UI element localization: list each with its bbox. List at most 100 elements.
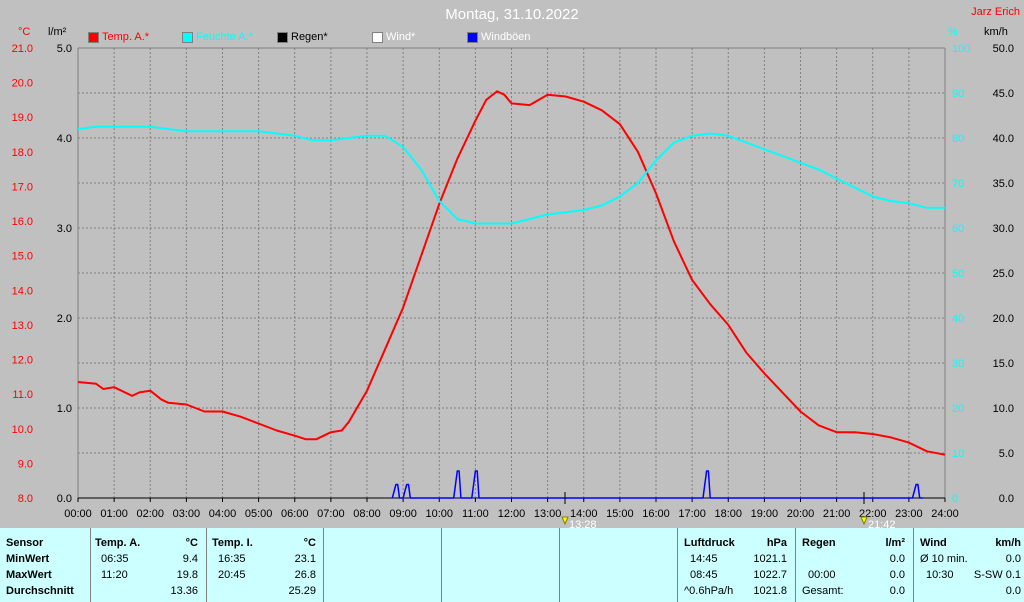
wind-tick-label: 40.0 bbox=[993, 133, 1014, 145]
stats-col-empty-1 bbox=[324, 528, 442, 602]
stats-col-temp-a: Temp. A. °C 06:35 9.4 11:20 19.8 13.36 bbox=[91, 528, 207, 602]
temp-a-avg-value: 13.36 bbox=[170, 585, 198, 597]
temp-i-max-time: 20:45 bbox=[218, 569, 246, 581]
humidity-tick-label: 0 bbox=[952, 493, 958, 505]
pressure-max-value: 1022.7 bbox=[753, 569, 787, 581]
sunrise-label: 13:28 bbox=[569, 519, 597, 528]
temp-tick-label: 16.0 bbox=[12, 216, 33, 228]
legend-swatch bbox=[277, 31, 288, 43]
temp-tick-label: 15.0 bbox=[12, 251, 33, 263]
temp-i-max-value: 26.8 bbox=[294, 569, 316, 581]
rain-header: Regen bbox=[802, 537, 836, 549]
temp-tick-label: 10.0 bbox=[12, 424, 33, 436]
legend-item-humidity: Feuchte A.* bbox=[182, 31, 253, 43]
pressure-header: Luftdruck bbox=[684, 537, 735, 549]
stats-col-wind: Wind km/h Ø 10 min. 0.0 10:30 S-SW 0.1 0… bbox=[914, 528, 1024, 602]
temp-i-min-time: 16:35 bbox=[218, 553, 246, 565]
legend-item-rain: Regen* bbox=[277, 31, 328, 43]
temp-tick-label: 12.0 bbox=[12, 355, 33, 367]
humidity-tick-label: 50 bbox=[952, 268, 964, 280]
temperature-line bbox=[77, 90, 946, 456]
legend-item-gusts: Windböen bbox=[467, 31, 531, 43]
temp-tick-label: 11.0 bbox=[12, 389, 33, 401]
temp-tick-label: 20.0 bbox=[12, 78, 33, 90]
chart-title: Montag, 31.10.2022 bbox=[445, 6, 579, 23]
rain-unit-label: l/m² bbox=[48, 26, 67, 38]
wind-tick-label: 5.0 bbox=[999, 448, 1014, 460]
wind-unit-label: km/h bbox=[984, 26, 1008, 38]
sunset-icon bbox=[860, 516, 868, 526]
minwert-label: MinWert bbox=[6, 553, 50, 565]
statistics-panel: Sensor MinWert MaxWert Durchschnitt Temp… bbox=[0, 528, 1024, 602]
temp-a-max-time: 11:20 bbox=[101, 569, 128, 581]
stats-col-sensor: Sensor MinWert MaxWert Durchschnitt bbox=[0, 528, 91, 602]
sensor-header: Sensor bbox=[6, 537, 44, 549]
author-label: Jarz Erich bbox=[971, 6, 1020, 18]
legend-swatch bbox=[88, 31, 99, 43]
x-tick-label: 02:00 bbox=[136, 508, 164, 520]
rain-tick-label: 1.0 bbox=[57, 403, 72, 415]
x-tick-label: 19:00 bbox=[751, 508, 779, 520]
pressure-min-value: 1021.1 bbox=[753, 553, 787, 565]
wind-tick-label: 35.0 bbox=[993, 178, 1014, 190]
wind-tick-label: 25.0 bbox=[993, 268, 1014, 280]
rain-max-value: 0.0 bbox=[889, 569, 905, 581]
humidity-tick-label: 80 bbox=[952, 133, 964, 145]
sunset-label: 21:42 bbox=[868, 519, 896, 528]
x-tick-label: 10:00 bbox=[425, 508, 453, 520]
humidity-tick-label: 20 bbox=[952, 403, 964, 415]
temp-i-header: Temp. I. bbox=[212, 537, 253, 549]
wind-max-value: S-SW 0.1 bbox=[973, 569, 1021, 581]
wind-avg10-value: 0.0 bbox=[1005, 553, 1021, 565]
humidity-tick-label: 100 bbox=[952, 43, 970, 55]
x-tick-label: 12:00 bbox=[498, 508, 526, 520]
legend-label: Windböen bbox=[481, 31, 531, 43]
stats-col-pressure: Luftdruck hPa 14:45 1021.1 08:45 1022.7 … bbox=[678, 528, 796, 602]
x-tick-label: 16:00 bbox=[642, 508, 670, 520]
stats-col-rain: Regen l/m² 0.0 00:00 0.0 Gesamt: 0.0 bbox=[796, 528, 914, 602]
rain-unit: l/m² bbox=[885, 537, 905, 549]
pressure-trend: ^0.6hPa/h bbox=[684, 585, 734, 597]
x-tick-label: 09:00 bbox=[389, 508, 417, 520]
legend-swatch bbox=[182, 31, 193, 43]
legend-swatch bbox=[467, 31, 478, 43]
temp-tick-label: 14.0 bbox=[12, 285, 33, 297]
x-tick-label: 14:00 bbox=[570, 508, 598, 520]
rain-tick-label: 0.0 bbox=[57, 493, 72, 505]
rain-tick-label: 2.0 bbox=[57, 313, 72, 325]
wind-unit: km/h bbox=[995, 537, 1021, 549]
wind-avg-value: 0.0 bbox=[1005, 585, 1021, 597]
legend-label: Wind* bbox=[386, 31, 416, 43]
x-tick-label: 05:00 bbox=[245, 508, 273, 520]
humidity-tick-label: 30 bbox=[952, 358, 964, 370]
rain-total-label: Gesamt: bbox=[802, 585, 844, 597]
x-tick-label: 04:00 bbox=[209, 508, 237, 520]
wind-header: Wind bbox=[920, 537, 947, 549]
wind-gust-line bbox=[391, 470, 924, 499]
chart-svg: 00:00 01:00 02:00 03:00 04:00 05:00 06:00 07:00… bbox=[12, 43, 1014, 528]
temp-tick-label: 8.0 bbox=[18, 493, 33, 505]
wind-tick-label: 0.0 bbox=[999, 493, 1014, 505]
humidity-unit-label: % bbox=[948, 26, 958, 38]
rain-tick-label: 4.0 bbox=[57, 133, 72, 145]
wind-tick-label: 15.0 bbox=[993, 358, 1014, 370]
pressure-avg-value: 1021.8 bbox=[753, 585, 787, 597]
wind-tick-label: 45.0 bbox=[993, 88, 1014, 100]
rain-tick-label: 3.0 bbox=[57, 223, 72, 235]
legend-label: Regen* bbox=[291, 31, 328, 43]
x-tick-label: 07:00 bbox=[317, 508, 345, 520]
humidity-tick-label: 60 bbox=[952, 223, 964, 235]
temp-a-min-value: 9.4 bbox=[182, 553, 198, 565]
x-tick-label: 17:00 bbox=[678, 508, 706, 520]
pressure-max-time: 08:45 bbox=[690, 569, 718, 581]
x-tick-label: 24:00 bbox=[931, 508, 959, 520]
x-tick-label: 03:00 bbox=[173, 508, 201, 520]
x-tick-label: 20:00 bbox=[787, 508, 815, 520]
legend-swatch bbox=[372, 31, 383, 43]
temp-tick-label: 17.0 bbox=[12, 181, 33, 193]
legend-item-temp: Temp. A.* bbox=[88, 31, 149, 43]
stats-col-empty-2 bbox=[442, 528, 560, 602]
temp-i-min-value: 23.1 bbox=[294, 553, 316, 565]
x-tick-label: 00:00 bbox=[64, 508, 92, 520]
wind-tick-label: 10.0 bbox=[993, 403, 1014, 415]
